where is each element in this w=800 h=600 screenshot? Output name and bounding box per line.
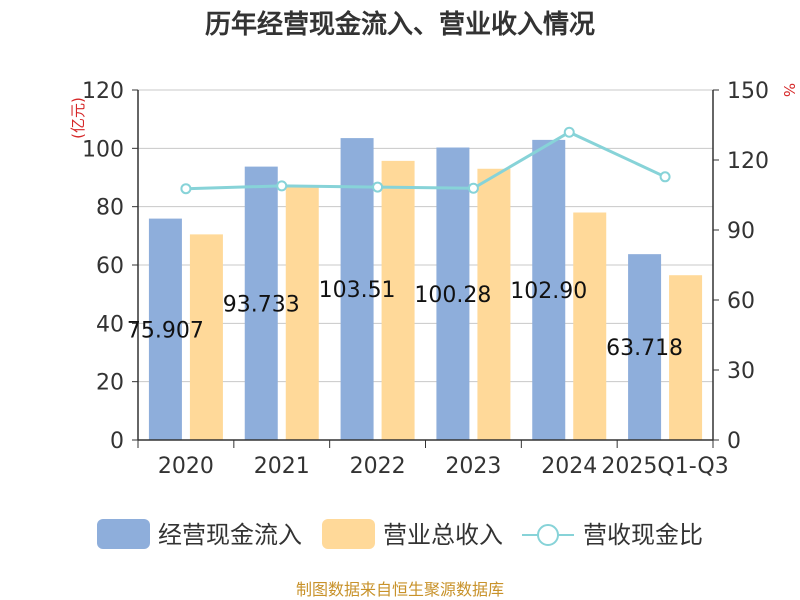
legend-swatch-cash-inflow bbox=[97, 519, 150, 549]
data-label-cash-inflow: 103.51 bbox=[319, 278, 396, 303]
x-tick-label: 2022 bbox=[350, 454, 406, 479]
legend-label-ratio: 营收现金比 bbox=[583, 521, 703, 549]
ratio-point bbox=[467, 182, 479, 194]
bar-cash-inflow bbox=[244, 166, 278, 441]
ratio-point bbox=[372, 181, 384, 193]
x-tick-label: 2020 bbox=[158, 454, 214, 479]
right-tick-label: 120 bbox=[727, 149, 769, 174]
left-tick-label: 60 bbox=[96, 254, 124, 279]
left-tick-label: 120 bbox=[82, 79, 124, 104]
bar-series bbox=[148, 138, 703, 441]
bar-cash-inflow bbox=[532, 139, 566, 440]
bar-revenue bbox=[189, 234, 223, 440]
right-tick-label: 60 bbox=[727, 289, 755, 314]
bar-revenue bbox=[381, 160, 415, 440]
x-tick-label: 2021 bbox=[254, 454, 310, 479]
legend-marker-ratio bbox=[537, 524, 559, 546]
data-label-cash-inflow: 63.718 bbox=[606, 336, 683, 361]
bar-revenue bbox=[477, 168, 511, 440]
right-tick-label: 150 bbox=[727, 79, 769, 104]
ratio-point bbox=[276, 180, 288, 192]
axes: 0 20 40 60 80 100 120 0 30 60 90 120 150 2020 2021 2022… bbox=[82, 79, 769, 479]
chart-title: 历年经营现金流入、营业收入情况 bbox=[205, 9, 595, 40]
left-axis-unit: (亿元) bbox=[69, 97, 87, 139]
legend: 经营现金流入 营业总收入 营收现金比 bbox=[97, 519, 703, 549]
data-label-cash-inflow: 75.907 bbox=[127, 318, 204, 343]
right-tick-label: 0 bbox=[727, 429, 741, 454]
x-tick-label: 2025Q1-Q3 bbox=[601, 454, 728, 479]
bar-revenue bbox=[669, 275, 703, 440]
data-label-cash-inflow: 102.90 bbox=[510, 279, 587, 304]
left-tick-label: 80 bbox=[96, 196, 124, 221]
legend-label-cash-inflow: 经营现金流入 bbox=[158, 521, 302, 549]
left-tick-label: 0 bbox=[110, 429, 124, 454]
ratio-line bbox=[185, 130, 666, 191]
bar-cash-inflow bbox=[628, 254, 662, 440]
x-tick-label: 2023 bbox=[445, 454, 501, 479]
gridlines bbox=[138, 89, 713, 383]
ratio-point bbox=[180, 183, 192, 195]
left-tick-label: 40 bbox=[96, 312, 124, 337]
bar-cash-inflow bbox=[148, 218, 182, 440]
data-label-cash-inflow: 100.28 bbox=[414, 283, 491, 308]
x-tick-label: 2024 bbox=[541, 454, 597, 479]
bar-cash-inflow bbox=[436, 147, 470, 440]
legend-label-revenue: 营业总收入 bbox=[383, 521, 503, 549]
bar-revenue bbox=[285, 186, 319, 440]
left-tick-label: 20 bbox=[96, 371, 124, 396]
left-tick-label: 100 bbox=[82, 137, 124, 162]
right-tick-label: 30 bbox=[727, 359, 755, 384]
ratio-point bbox=[659, 171, 671, 183]
right-axis-unit: % bbox=[780, 83, 798, 97]
right-tick-label: 90 bbox=[727, 219, 755, 244]
ratio-point bbox=[563, 126, 575, 138]
bar-revenue bbox=[573, 212, 607, 440]
legend-swatch-revenue bbox=[322, 519, 375, 549]
data-label-cash-inflow: 93.733 bbox=[223, 292, 300, 317]
ratio-line-series bbox=[180, 126, 671, 195]
source-note: 制图数据来自恒生聚源数据库 bbox=[296, 580, 504, 599]
data-labels: 75.907 93.733 103.51 100.28 102.90 63.718 bbox=[127, 278, 683, 361]
